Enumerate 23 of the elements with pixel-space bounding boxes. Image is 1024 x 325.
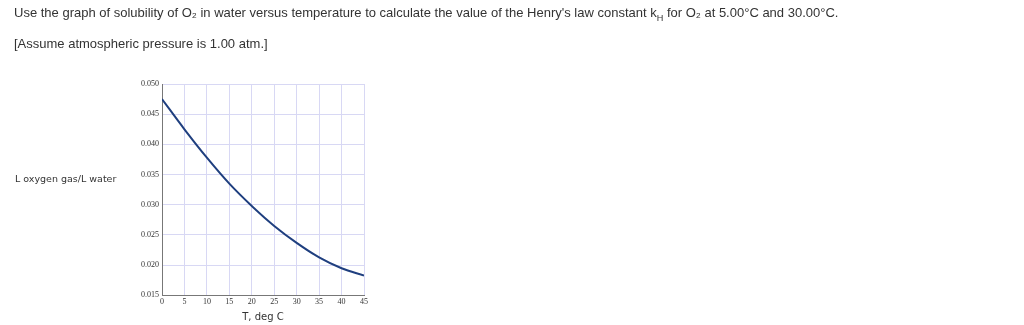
x-tick-label: 40	[337, 297, 346, 307]
x-tick-label: 0	[160, 297, 164, 307]
y-axis-title: L oxygen gas/L water	[15, 173, 117, 184]
line-series	[162, 98, 364, 277]
x-tick-label: 45	[360, 297, 368, 307]
text: Use the graph of solubility of O₂ in water versus temperature to calculate the value of the Henry's law constant k$_{H}$ for O₂ at 5.00°C and 30.00°C.	[14, 5, 839, 23]
y-tick-label: 0.040	[141, 139, 159, 149]
y-tick-label: 0.050	[141, 79, 159, 89]
y-tick-label: 0.030	[141, 199, 159, 209]
y-tick-label: 0.020	[141, 260, 159, 270]
y-tick-label: 0.025	[141, 230, 159, 240]
y-tick-label: 0.045	[141, 109, 159, 119]
y-tick-label: 0.015	[141, 290, 159, 300]
x-tick-label: 10	[202, 297, 211, 307]
x-tick-label: 30	[292, 297, 301, 307]
x-tick-label: 35	[315, 297, 324, 307]
chart-subtitle: [Assume atmospheric pressure is 1.00 atm.]	[14, 36, 268, 51]
y-tick-label: 0.035	[141, 169, 159, 179]
x-tick-label: 25	[270, 297, 279, 307]
x-tick-label: 15	[225, 297, 234, 307]
x-tick-label: 20	[247, 297, 256, 307]
x-axis-title: T, deg C	[241, 310, 284, 322]
x-tick-label: 5	[182, 297, 187, 307]
